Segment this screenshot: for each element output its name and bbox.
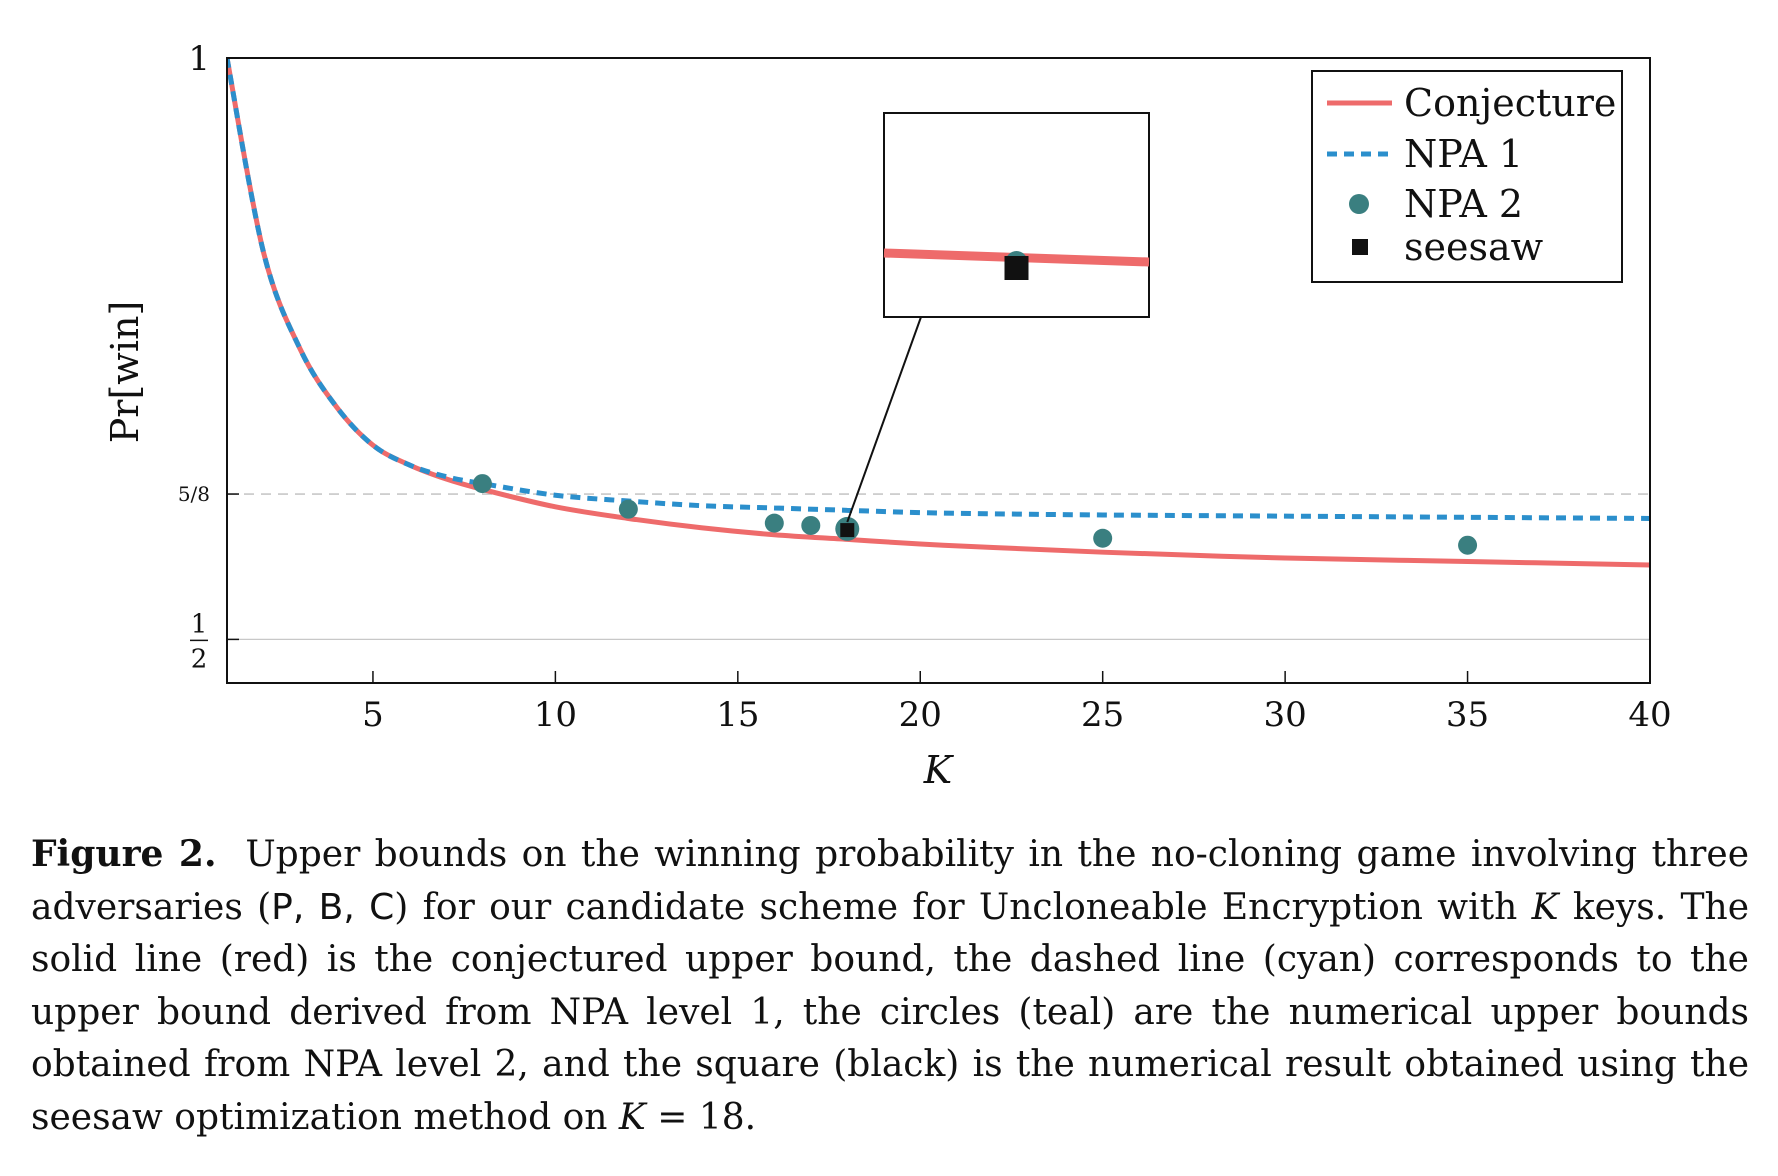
npa2-point <box>618 499 638 519</box>
caption-k-symbol-2: K <box>618 1096 646 1138</box>
legend-label-1: NPA 1 <box>1404 132 1523 176</box>
npa1-line <box>227 58 1650 521</box>
npa2-point <box>764 513 784 533</box>
legend-label-2: NPA 2 <box>1404 182 1523 226</box>
x-tick-label-30: 30 <box>1263 695 1306 735</box>
caption-label: Figure 2. <box>31 833 217 875</box>
x-tick-label-20: 20 <box>899 695 942 735</box>
caption-text-4: = 18. <box>645 1096 757 1138</box>
x-tick-label-5: 5 <box>362 695 384 735</box>
caption-text-3: keys. The solid line (red) is the conjec… <box>31 886 1750 1138</box>
y-axis-title: Pr[win] <box>103 301 147 444</box>
x-tick-label-25: 25 <box>1081 695 1124 735</box>
y-tick-label-1: 5/8 <box>178 482 210 506</box>
inset-frame <box>883 112 1150 318</box>
inset-connector <box>846 316 922 523</box>
inset-seesaw-point <box>1004 256 1029 280</box>
npa2-point <box>1458 535 1478 555</box>
legend-label-0: Conjecture <box>1404 81 1616 125</box>
y-tick-label-denominator: 2 <box>191 644 208 674</box>
caption-text-2: ) for our candidate scheme for Uncloneab… <box>394 886 1532 928</box>
caption-text-1: Upper bounds on the winning probability … <box>31 834 1750 928</box>
x-axis-title: K <box>923 748 955 792</box>
npa2-point <box>1093 528 1113 548</box>
x-tick-label-35: 35 <box>1446 695 1489 735</box>
npa2-point <box>472 474 492 494</box>
caption-k-symbol: K <box>1531 886 1559 928</box>
legend-label-3: seesaw <box>1404 225 1544 269</box>
legend-seesaw-swatch <box>1352 239 1368 255</box>
figure-caption: Figure 2. Upper bounds on the winning pr… <box>31 828 1749 1144</box>
x-tick-label-40: 40 <box>1628 695 1671 735</box>
legend-npa2-swatch <box>1349 194 1369 214</box>
npa2-point <box>801 515 821 535</box>
seesaw-point <box>840 523 855 538</box>
caption-parties: P, B, C <box>271 886 395 928</box>
plot-frame <box>226 57 1651 684</box>
x-tick-label-15: 15 <box>716 695 759 735</box>
chart-svg: 5 10 15 20 25 30 35 40 1 5/8 1 2 K Pr[win] Conject… <box>103 39 1672 792</box>
chart: 5 10 15 20 25 30 35 40 1 5/8 1 2 K Pr[win] Conject… <box>103 39 1672 792</box>
x-tick-label-10: 10 <box>534 695 577 735</box>
y-tick-label-numerator: 1 <box>191 609 208 639</box>
y-tick-label-1: 1 <box>188 39 210 79</box>
